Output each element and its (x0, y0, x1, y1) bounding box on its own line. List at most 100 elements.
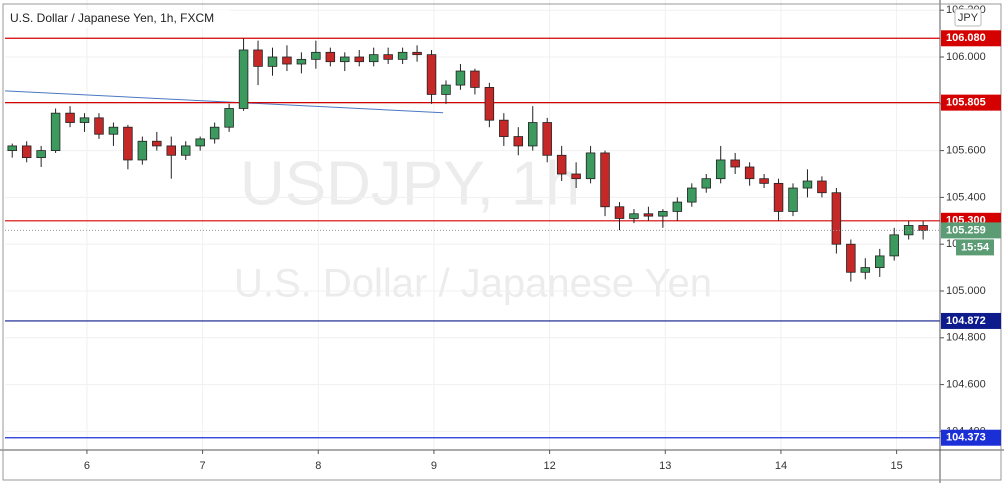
frame (2, 3, 1002, 481)
candle-body (499, 119, 509, 137)
candle-body (643, 213, 654, 217)
candle-body (802, 180, 813, 189)
candle-body (383, 54, 393, 60)
watermark-subtitle: U.S. Dollar / Japanese Yen (234, 262, 712, 306)
x-tick-label: 9 (431, 460, 437, 472)
candle-body (123, 126, 133, 161)
last-price-box (941, 222, 1001, 239)
x-tick-label: 12 (543, 460, 555, 472)
y-tick-label: 105.400 (946, 191, 986, 203)
candle-body (658, 211, 668, 217)
plot (4, 37, 940, 439)
x-tick-label: 14 (775, 460, 787, 472)
candle-body (556, 154, 567, 175)
candle-body (600, 152, 610, 208)
candle-body (65, 112, 75, 123)
candle-body (441, 84, 451, 95)
candle-body (484, 87, 495, 121)
candle-body (282, 56, 292, 65)
currency-box (954, 8, 982, 27)
candle-body (426, 54, 437, 95)
candle-body (759, 178, 769, 184)
time-axis (0, 450, 940, 483)
candle-body (209, 126, 220, 140)
countdown-box (956, 239, 994, 256)
candle-body (831, 192, 842, 245)
candle-body (94, 117, 104, 135)
candle-body (614, 206, 625, 219)
candle-body (542, 122, 552, 156)
candle-body (253, 49, 263, 67)
x-tick-label: 13 (659, 460, 671, 472)
candle-body (629, 213, 639, 219)
candle-body (817, 180, 827, 194)
level-label-box (941, 429, 1001, 446)
candle-body (860, 267, 871, 273)
candle-body (36, 150, 46, 159)
grid (5, 0, 940, 450)
candle-body (571, 173, 581, 180)
candle-body (773, 182, 784, 212)
y-tick-label: 104.600 (946, 379, 986, 391)
candle-body (846, 243, 856, 273)
level-label: 106.080 (946, 32, 986, 44)
level-label: 104.872 (946, 315, 986, 327)
y-tick-label: 104.800 (946, 332, 986, 344)
y-tick-label: 105.000 (946, 285, 986, 297)
candle-body (311, 51, 321, 60)
level-label-box (941, 94, 1001, 111)
candle-body (788, 187, 798, 212)
candle-body (296, 58, 307, 65)
candle-body (325, 51, 336, 63)
candle-body (412, 51, 422, 56)
candle-body (875, 255, 885, 268)
x-tick-label: 6 (84, 460, 90, 472)
trendline (4, 90, 444, 114)
candle-body (79, 117, 90, 123)
level-label-box (941, 312, 1001, 329)
candle-body (672, 201, 683, 212)
countdown: 15:54 (961, 241, 990, 253)
x-tick-label: 7 (200, 460, 206, 472)
candle-body (701, 178, 711, 189)
candle-body (180, 145, 191, 156)
level-label: 104.373 (946, 432, 986, 444)
candle-body (238, 49, 249, 109)
candle-body (397, 51, 408, 60)
candle-body (470, 70, 480, 88)
candle-body (50, 112, 61, 152)
y-tick-label: 106.000 (946, 51, 986, 63)
candle-body (687, 187, 697, 203)
chart-title: U.S. Dollar / Japanese Yen, 1h, FXCM (10, 11, 214, 25)
candle-body (744, 166, 755, 180)
candle-body (715, 159, 726, 180)
level-label-box (941, 30, 1001, 47)
title-bg (5, 10, 230, 28)
candle-body (267, 56, 278, 67)
candle-body (137, 140, 148, 161)
y-tick-label: 105.600 (946, 145, 986, 157)
watermark: USDJPY, 1h (240, 149, 580, 218)
currency: JPY (958, 12, 979, 24)
candle-body (368, 54, 379, 63)
candle-body (224, 108, 234, 128)
candle-body (166, 145, 177, 156)
candle-body (21, 145, 32, 159)
candle-body (195, 138, 205, 147)
candle-body (585, 152, 596, 180)
candle-body (354, 56, 364, 63)
candle-body (108, 126, 119, 135)
x-tick-label: 8 (315, 460, 321, 472)
candle-body (455, 70, 466, 86)
candle-body (152, 140, 162, 147)
candle-body (918, 225, 928, 231)
candle-body (528, 122, 538, 147)
candle-body (730, 159, 740, 168)
candle-body (513, 136, 524, 147)
candle-body (7, 145, 17, 152)
axes: 104.400104.600104.800105.000105.200105.4… (84, 4, 1001, 472)
candle-body (340, 56, 350, 63)
candle-body (889, 234, 899, 257)
